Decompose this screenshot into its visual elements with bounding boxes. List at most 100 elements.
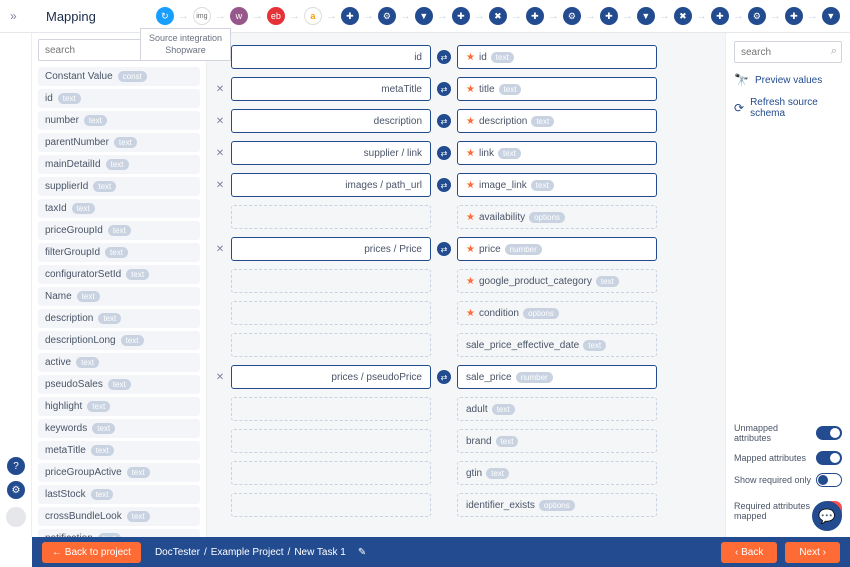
source-attribute-item[interactable]: parentNumbertext [38,133,200,152]
source-field-box[interactable]: prices / pseudoPrice [231,365,431,389]
pipeline-node[interactable]: ✚ [341,7,359,25]
source-field-box[interactable]: metaTitle [231,77,431,101]
source-attribute-item[interactable]: supplierIdtext [38,177,200,196]
toggle-switch[interactable] [816,473,842,487]
settings-icon[interactable]: ⚙ [7,481,25,499]
connector-icon[interactable]: ⇄ [437,146,451,160]
crumb-2[interactable]: New Task 1 [294,547,346,558]
source-attribute-item[interactable]: notificationtext [38,529,200,537]
remove-mapping-button[interactable]: ✕ [215,84,225,95]
back-to-project-button[interactable]: ← Back to project [42,542,141,563]
source-attribute-item[interactable]: priceGroupActivetext [38,463,200,482]
toggle-switch[interactable] [816,451,842,465]
source-attribute-item[interactable]: idtext [38,89,200,108]
destination-field-box[interactable]: ★linktext [457,141,657,165]
pipeline-node[interactable]: a [304,7,322,25]
source-attribute-item[interactable]: configuratorSetIdtext [38,265,200,284]
pipeline-node[interactable]: ⚙ [563,7,581,25]
pipeline-node[interactable]: ✚ [711,7,729,25]
next-button[interactable]: Next › [785,542,840,563]
pipeline-node[interactable]: w [230,7,248,25]
destination-field-box[interactable]: sale_price_effective_datetext [457,333,657,357]
source-attribute-item[interactable]: descriptionLongtext [38,331,200,350]
pipeline-node[interactable]: ▼ [415,7,433,25]
remove-mapping-button[interactable]: ✕ [215,148,225,159]
source-field-box[interactable] [231,493,431,517]
remove-mapping-button[interactable]: ✕ [215,180,225,191]
source-attribute-item[interactable]: keywordstext [38,419,200,438]
user-avatar[interactable] [6,507,26,527]
pipeline-node[interactable]: eb [267,7,285,25]
source-field-box[interactable] [231,269,431,293]
destination-field-box[interactable]: ★descriptiontext [457,109,657,133]
destination-field-box[interactable]: ★idtext [457,45,657,69]
source-field-box[interactable]: description [231,109,431,133]
source-field-box[interactable] [231,333,431,357]
source-attribute-item[interactable]: numbertext [38,111,200,130]
source-attribute-item[interactable]: metaTitletext [38,441,200,460]
pipeline-node[interactable]: ✚ [452,7,470,25]
source-attribute-item[interactable]: filterGroupIdtext [38,243,200,262]
destination-field-box[interactable]: ★availabilityoptions [457,205,657,229]
destination-field-box[interactable]: gtintext [457,461,657,485]
connector-icon[interactable]: ⇄ [437,82,451,96]
remove-mapping-button[interactable]: ✕ [215,116,225,127]
help-icon[interactable]: ? [7,457,25,475]
preview-values-action[interactable]: 🔭 Preview values [734,73,842,87]
menu-toggle-icon[interactable]: » [10,9,28,23]
source-attribute-item[interactable]: Nametext [38,287,200,306]
crumb-0[interactable]: DocTester [155,547,200,558]
connector-icon[interactable]: ⇄ [437,242,451,256]
edit-icon[interactable]: ✎ [358,547,366,558]
prev-button[interactable]: ‹ Back [721,542,777,563]
chat-icon[interactable]: 💬 [812,501,842,531]
pipeline-node[interactable]: ⚙ [748,7,766,25]
source-field-box[interactable]: images / path_url [231,173,431,197]
pipeline-node[interactable]: ▼ [637,7,655,25]
crumb-1[interactable]: Example Project [211,547,284,558]
connector-icon[interactable]: ⇄ [437,50,451,64]
pipeline-node[interactable]: ✚ [526,7,544,25]
source-attribute-item[interactable]: priceGroupIdtext [38,221,200,240]
destination-field-box[interactable]: ★conditionoptions [457,301,657,325]
pipeline-node[interactable]: img [193,7,211,25]
source-field-box[interactable] [231,205,431,229]
remove-mapping-button[interactable]: ✕ [215,372,225,383]
destination-field-box[interactable]: identifier_existsoptions [457,493,657,517]
source-attribute-item[interactable]: highlighttext [38,397,200,416]
destination-field-box[interactable]: brandtext [457,429,657,453]
connector-icon[interactable]: ⇄ [437,178,451,192]
destination-field-box[interactable]: sale_pricenumber [457,365,657,389]
source-attribute-item[interactable]: descriptiontext [38,309,200,328]
source-field-box[interactable]: prices / Price [231,237,431,261]
destination-field-box[interactable]: adulttext [457,397,657,421]
source-attribute-item[interactable]: pseudoSalestext [38,375,200,394]
destination-field-box[interactable]: ★google_product_categorytext [457,269,657,293]
destination-field-box[interactable]: ★pricenumber [457,237,657,261]
source-field-box[interactable]: id [231,45,431,69]
source-field-box[interactable] [231,397,431,421]
source-field-box[interactable]: supplier / link [231,141,431,165]
source-attribute-item[interactable]: crossBundleLooktext [38,507,200,526]
pipeline-node[interactable]: ✚ [785,7,803,25]
source-field-box[interactable] [231,429,431,453]
source-field-box[interactable] [231,461,431,485]
connector-icon[interactable]: ⇄ [437,114,451,128]
pipeline-node[interactable]: ▼ [822,7,840,25]
pipeline-node[interactable]: ⚙ [378,7,396,25]
destination-field-box[interactable]: ★image_linktext [457,173,657,197]
source-attribute-item[interactable]: activetext [38,353,200,372]
source-field-box[interactable] [231,301,431,325]
pipeline-node[interactable]: ✚ [600,7,618,25]
pipeline-node[interactable]: ✖ [674,7,692,25]
destination-field-box[interactable]: ★titletext [457,77,657,101]
right-search-input[interactable] [734,41,842,63]
connector-icon[interactable]: ⇄ [437,370,451,384]
remove-mapping-button[interactable]: ✕ [215,244,225,255]
source-attribute-item[interactable]: lastStocktext [38,485,200,504]
refresh-schema-action[interactable]: ⟳ Refresh source schema [734,97,842,119]
pipeline-node[interactable]: ↻ [156,7,174,25]
source-attribute-item[interactable]: mainDetailIdtext [38,155,200,174]
pipeline-node[interactable]: ✖ [489,7,507,25]
source-attribute-item[interactable]: Constant Valueconst [38,67,200,86]
